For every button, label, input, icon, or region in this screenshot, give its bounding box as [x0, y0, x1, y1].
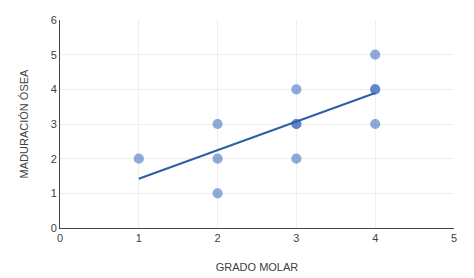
svg-text:3: 3: [51, 118, 57, 130]
svg-text:GRADO MOLAR: GRADO MOLAR: [216, 261, 299, 273]
svg-text:4: 4: [51, 83, 57, 95]
svg-text:1: 1: [51, 187, 57, 199]
svg-text:5: 5: [51, 49, 57, 61]
svg-text:2: 2: [215, 232, 221, 244]
svg-text:2: 2: [51, 153, 57, 165]
svg-text:0: 0: [57, 232, 63, 244]
svg-text:4: 4: [372, 232, 378, 244]
svg-text:6: 6: [51, 14, 57, 26]
svg-text:1: 1: [136, 232, 142, 244]
svg-text:3: 3: [293, 232, 299, 244]
svg-text:MADURACIÓN ÓSEA: MADURACIÓN ÓSEA: [18, 69, 30, 178]
svg-text:5: 5: [451, 232, 457, 244]
svg-text:0: 0: [51, 222, 57, 234]
